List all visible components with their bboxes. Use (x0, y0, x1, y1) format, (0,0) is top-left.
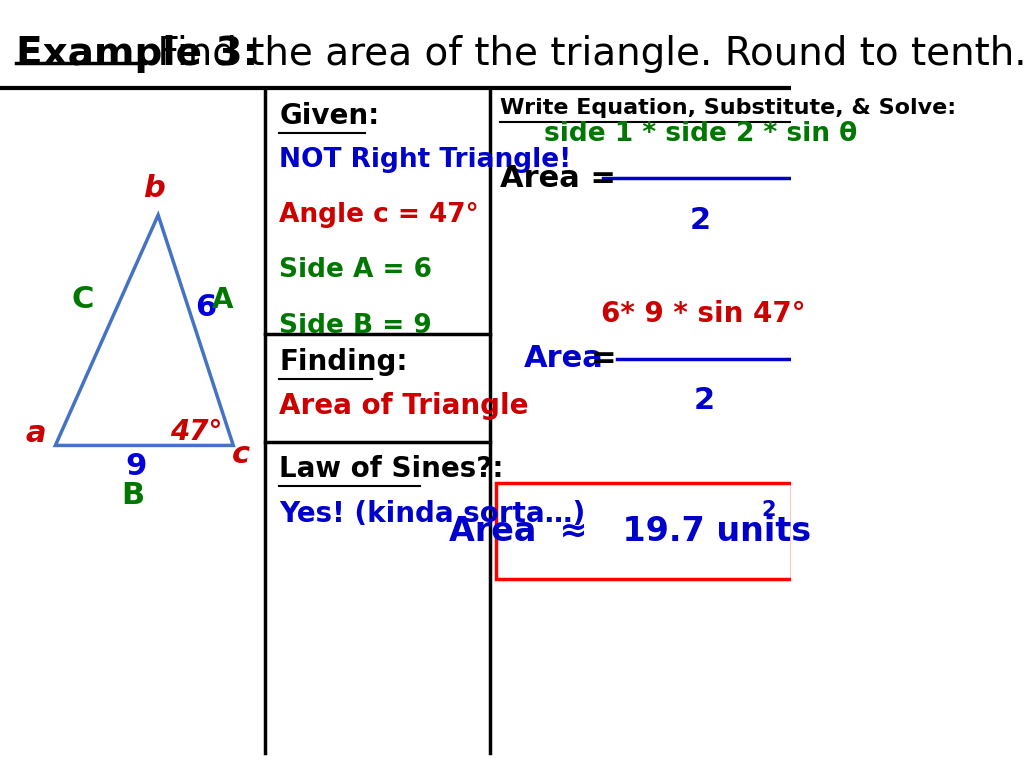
Text: side 1 * side 2 * sin θ: side 1 * side 2 * sin θ (544, 121, 857, 147)
Text: 6* 9 * sin 47°: 6* 9 * sin 47° (601, 300, 806, 328)
Text: C: C (72, 285, 94, 314)
Text: 2: 2 (690, 206, 711, 235)
Text: a: a (26, 419, 46, 449)
Text: B: B (121, 481, 144, 510)
Text: 2: 2 (761, 500, 775, 520)
Text: 6: 6 (195, 293, 216, 322)
Text: Area =: Area = (500, 164, 615, 193)
Text: Side A = 6: Side A = 6 (280, 257, 432, 283)
Text: Angle c = 47°: Angle c = 47° (280, 202, 479, 228)
Text: 2: 2 (693, 386, 715, 415)
Text: Law of Sines?:: Law of Sines?: (280, 455, 504, 483)
Text: Find the area of the triangle. Round to tenth.: Find the area of the triangle. Round to … (144, 35, 1024, 72)
Text: =: = (591, 344, 616, 373)
Text: 47°: 47° (170, 418, 222, 445)
Text: b: b (143, 174, 165, 203)
Text: Write Equation, Substitute, & Solve:: Write Equation, Substitute, & Solve: (500, 98, 955, 118)
FancyBboxPatch shape (496, 484, 793, 579)
Text: c: c (232, 440, 250, 469)
Text: Side B = 9: Side B = 9 (280, 313, 432, 339)
Text: Yes! (kinda sorta…): Yes! (kinda sorta…) (280, 500, 586, 528)
Text: Area  ≈   19.7 units: Area ≈ 19.7 units (449, 515, 811, 548)
Text: NOT Right Triangle!: NOT Right Triangle! (280, 147, 571, 173)
Text: Area of Triangle: Area of Triangle (280, 392, 528, 420)
Text: Area: Area (523, 344, 603, 373)
Text: 9: 9 (125, 452, 146, 482)
Text: A: A (212, 286, 233, 313)
Text: Finding:: Finding: (280, 348, 408, 376)
Text: Given:: Given: (280, 102, 379, 130)
Text: Example 3:: Example 3: (15, 35, 258, 72)
